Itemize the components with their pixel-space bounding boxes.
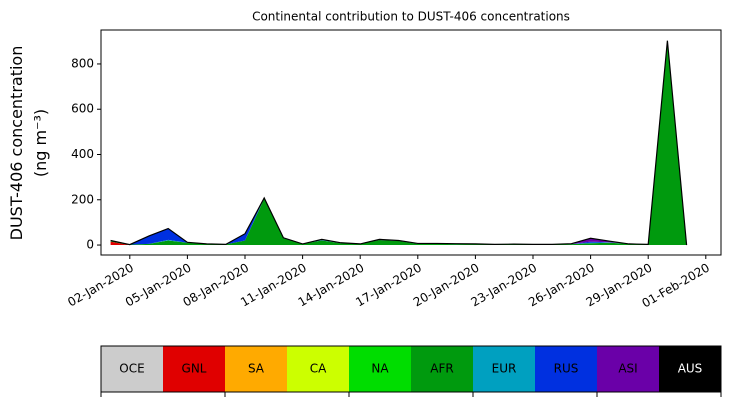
y-axis-label: DUST-406 concentration [7,46,26,241]
legend-frame [100,345,722,393]
y-tick-label: 200 [71,192,94,206]
legend-swatch [473,346,536,392]
chart-title: Continental contribution to DUST-406 con… [252,10,570,24]
legend-label: ASI [618,362,637,376]
area [110,40,687,246]
legend-label: OCE [119,362,144,376]
legend-swatch [597,346,660,392]
legend-swatch [163,346,226,392]
legend-label: EUR [492,362,517,376]
legend-label: AUS [678,362,703,376]
y-tick-label: 800 [71,56,94,70]
y-axis-units: (ng m⁻³) [31,109,50,177]
area [110,40,687,246]
total-outline [110,40,688,246]
y-tick-label: 0 [86,238,94,252]
area [110,40,687,246]
legend-swatch [535,346,598,392]
plot-frame [100,29,722,256]
legend-swatch [101,346,164,392]
legend-label: NA [371,362,389,376]
legend-label: AFR [430,362,453,376]
legend-swatch [287,346,350,392]
legend-label: CA [310,362,327,376]
area [110,41,687,246]
y-tick-label: 400 [71,147,94,161]
legend-label: SA [248,362,265,376]
legend-label: RUS [554,362,579,376]
legend-swatch [411,346,474,392]
legend-swatch [659,346,722,392]
legend-swatch [349,346,412,392]
legend-swatch [225,346,288,392]
legend-label: GNL [182,362,207,376]
area [110,40,687,246]
y-tick-label: 600 [71,102,94,116]
